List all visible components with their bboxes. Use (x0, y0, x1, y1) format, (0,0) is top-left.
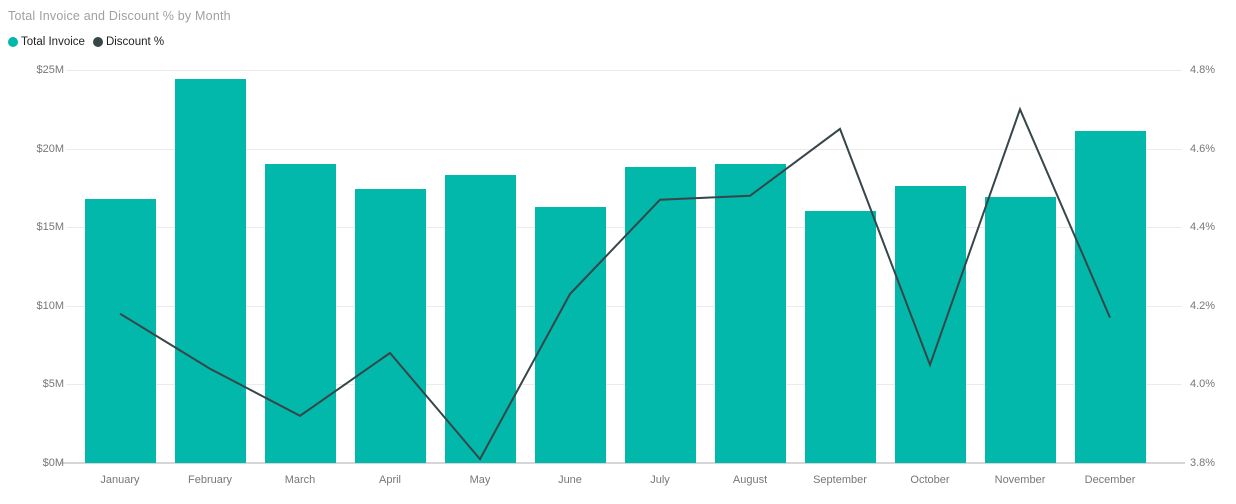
x-axis-label-march: March (284, 474, 316, 486)
y-axis-right-tick: 4.6% (1190, 143, 1216, 155)
bar-march[interactable] (265, 164, 336, 463)
x-axis-label-october: October (910, 474, 950, 486)
y-axis-right-tick: 4.0% (1190, 378, 1216, 390)
y-axis-right-tick: 3.8% (1190, 457, 1216, 469)
y-axis-left-tick: $25M (36, 64, 64, 76)
y-axis-right-tick: 4.2% (1190, 300, 1216, 312)
gridline (66, 149, 1182, 150)
chart-title: Total Invoice and Discount % by Month (8, 9, 231, 23)
legend-dot-discount-icon (92, 37, 103, 47)
bar-july[interactable] (625, 167, 696, 463)
bar-september[interactable] (805, 211, 876, 463)
legend-item-total-invoice[interactable]: Total Invoice (8, 36, 85, 48)
x-axis-label-september: September (813, 474, 867, 486)
legend-label-total-invoice: Total Invoice (21, 36, 85, 48)
x-axis-label-june: June (558, 474, 582, 486)
gridline (66, 70, 1182, 71)
x-axis-line (60, 462, 1185, 464)
legend-item-discount[interactable]: Discount % (92, 36, 165, 48)
discount-line[interactable] (119, 106, 1111, 461)
y-axis-right-tick: 4.4% (1190, 221, 1216, 233)
x-axis-label-november: November (994, 474, 1046, 486)
bar-october[interactable] (895, 186, 966, 463)
gridline (66, 306, 1182, 307)
x-axis-label-april: April (378, 474, 401, 486)
x-axis-label-february: February (187, 474, 233, 486)
discount-line-layer (119, 106, 1111, 461)
bar-january[interactable] (85, 199, 156, 463)
y-axis-left-tick: $5M (42, 378, 64, 390)
x-axis-label-august: August (732, 474, 768, 486)
x-axis-label-january: January (100, 474, 140, 486)
y-axis-right-tick: 4.8% (1190, 64, 1216, 76)
y-axis-left-tick: $15M (36, 221, 64, 233)
x-axis-label-may: May (469, 474, 491, 486)
legend-dot-total-invoice-icon (8, 37, 18, 47)
x-axis-label-july: July (650, 474, 670, 486)
x-axis-label-december: December (1084, 474, 1136, 486)
bar-february[interactable] (175, 79, 246, 463)
y-axis-left-tick: $20M (36, 143, 64, 155)
bar-november[interactable] (985, 197, 1056, 463)
y-axis-left-tick: $0M (42, 457, 64, 469)
gridline (66, 227, 1182, 228)
y-axis-left-tick: $10M (36, 300, 64, 312)
bar-august[interactable] (715, 164, 786, 463)
bar-december[interactable] (1075, 131, 1146, 463)
bar-april[interactable] (355, 189, 426, 463)
legend-label-discount: Discount % (105, 36, 165, 48)
gridline (66, 384, 1182, 385)
legend: Total Invoice Discount % (8, 36, 164, 48)
